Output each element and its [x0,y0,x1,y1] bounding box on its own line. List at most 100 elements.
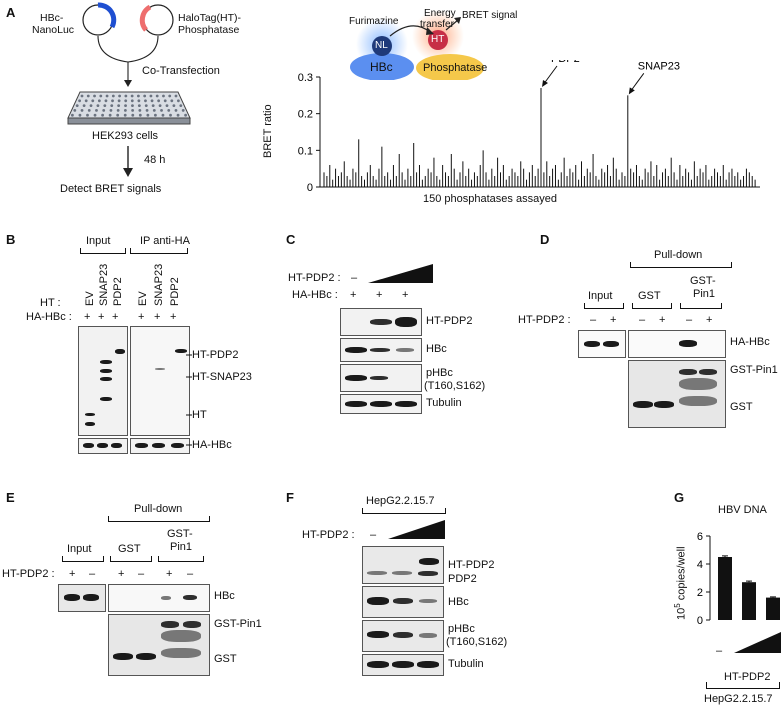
plate-well [82,104,86,107]
b-plus-6: + [170,311,177,323]
e-label-gstpin1: GST-Pin1 [214,618,262,630]
e-gst-header: GST [118,543,141,555]
plate-well [71,113,74,117]
b-plus-2: + [98,311,105,323]
f-label-phbc-line2: (T160,S162) [446,636,508,648]
d-input-hahbc-blot [578,330,626,358]
bret-schematic [350,10,484,80]
plate-well [184,113,188,117]
plate-well [123,113,127,117]
d-gst-bracket [632,303,672,309]
d-label-hahbc: HA-HBc [730,336,770,348]
f-cell-header: HepG2.2.15.7 [366,495,435,507]
b-ip-bracket [130,248,188,254]
d-gstpin1-line1: GST- [690,275,716,287]
plate-well [149,94,153,98]
plate-well [165,104,169,107]
g-ylabel-base: 10 [675,607,688,620]
c-htpdp2-row-label: HT-PDP2 : [288,272,341,284]
e-gst-bracket [110,556,152,562]
nl-label: NL [375,40,388,51]
f-minus: – [370,529,377,541]
e-pulldown-hbc-blot [108,584,210,612]
d-pulldown-bracket [630,262,732,268]
d-sign-5: – [686,314,693,326]
plate-well [116,113,120,117]
b-plus-4: + [138,311,145,323]
plate-well [111,99,114,103]
plate-well [151,104,155,107]
bret-y-tick-label: 0 [307,182,313,194]
e-sign-5: + [166,568,173,580]
e-sign-3: + [118,568,125,580]
plate-well [143,94,147,98]
plate-well [131,109,135,112]
plate-well [150,99,154,103]
plate-well [162,94,165,98]
plate-well [93,113,97,117]
hbv-dna-bar-chart: 0 2 4 6 [697,531,780,627]
b-plus-1: + [84,311,91,323]
g-y-tick-label: 4 [697,559,703,571]
c-htpdp2-blot [340,308,422,336]
e-pulldown-bracket [108,516,210,522]
b-ip-hahbc-blot [130,438,190,454]
panel-label-g: G [674,490,685,505]
d-label-gst: GST [730,401,753,413]
b-hahbc-row-label: HA-HBc : [26,311,72,323]
plate-well [101,113,104,117]
plate-well [102,109,106,112]
panel-label-a: A [6,5,16,20]
f-row-label: HT-PDP2 : [302,529,355,541]
e-gstpin1-line2: Pin1 [170,541,193,553]
plate-well [168,94,172,98]
e-coomassie-blot [108,614,210,676]
d-input-header: Input [588,290,613,302]
b-plus-3: + [112,311,119,323]
f-phbc-blot [362,620,444,652]
c-plus-2: + [376,289,383,301]
plate-well [177,99,180,103]
f-htpdp2-blot [362,546,444,584]
b-plus-5: + [154,311,161,323]
e-label-gst: GST [214,653,237,665]
plate-well [110,104,114,107]
plate-well [97,99,101,103]
c-plus-3: + [402,289,409,301]
d-sign-4: + [659,314,666,326]
b-input-hahbc-blot [78,438,128,454]
g-minus: – [716,645,723,657]
f-label-hbc: HBc [448,596,469,608]
c-hbc-blot [340,338,422,362]
plasmid-ht-insert [139,4,152,32]
f-label-pdp2: PDP2 [448,573,477,585]
e-label-hbc: HBc [214,590,235,602]
c-gradient-wedge [368,264,433,283]
plate-well [172,104,176,107]
plate-well [181,109,185,112]
plate-well [86,94,90,98]
d-gstpin1-bracket [680,303,722,309]
d-coomassie-blot [628,360,726,428]
f-label-phbc-line1: pHBc [448,623,475,635]
bret-y-tick-label: 0.1 [298,145,313,157]
g-title: HBV DNA [718,504,767,516]
energy-label-line1: Energy [424,8,456,19]
ht-circle [428,30,448,50]
d-sign-1: – [590,314,597,326]
detect-label: Detect BRET signals [60,183,162,195]
b-label-htsnap23: HT-SNAP23 [192,371,252,383]
c-plus-1: + [350,289,357,301]
f-tubulin-blot [362,654,444,676]
plate-well [99,94,103,98]
plasmid2-label-line1: HaloTag(HT)- [178,12,242,24]
g-ylabel-exp: 5 [673,603,682,608]
bret-bar-chart: 0 0.1 0.2 0.3 PDP2 SNAP23 [298,60,760,194]
bret-annotation-arrowhead [542,80,548,87]
plate-well [163,99,167,103]
b-ht-row-label: HT : [40,297,61,309]
b-lane-pdp2-2: PDP2 [169,277,181,306]
b-label-hahbc: HA-HBc [192,439,232,451]
c-tubulin-blot [340,394,422,414]
bret-y-tick-label: 0.2 [298,109,313,121]
